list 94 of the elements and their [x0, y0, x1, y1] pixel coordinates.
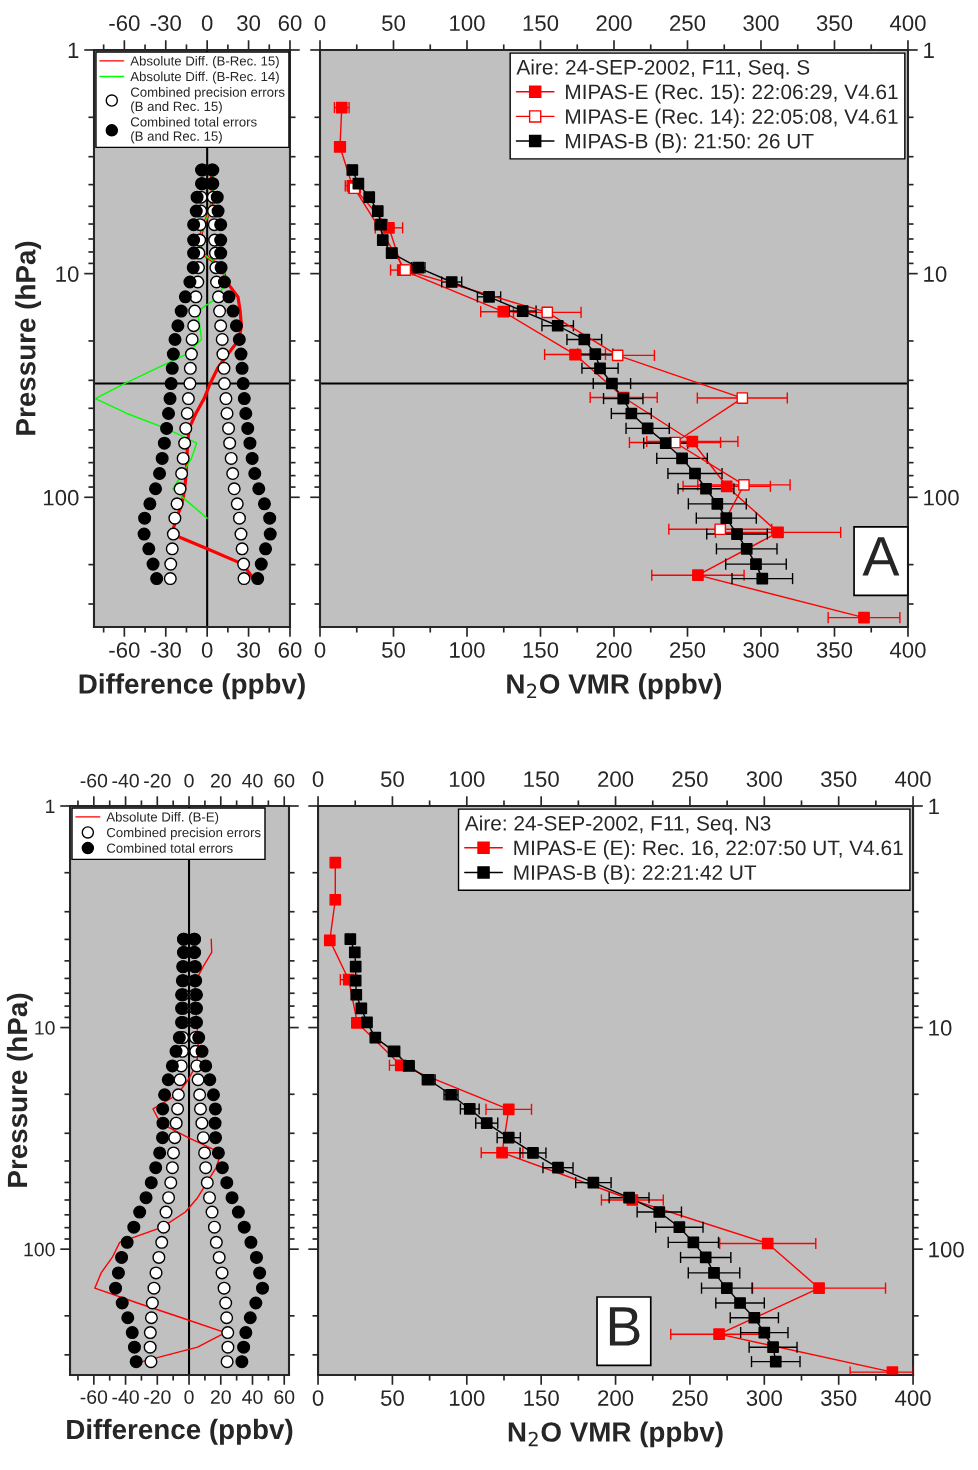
x-tick-label: 100 — [449, 1390, 485, 1406]
x-tick-label: 40 — [242, 1390, 263, 1404]
x2-tick-label: 350 — [816, 15, 853, 31]
x-tick-label: 20 — [210, 1390, 231, 1404]
y-tick-label: 1 — [46, 799, 55, 814]
annotation: A — [862, 537, 900, 576]
y-tick-label: 10 — [35, 1021, 55, 1035]
x2-tick-label: 60 — [274, 773, 295, 788]
y2-tick-label: 1 — [929, 798, 939, 815]
x2-tick-label: 400 — [895, 771, 931, 788]
x2-tick-label: -30 — [150, 15, 181, 31]
x-axis-title: Difference (ppbv) — [79, 673, 305, 700]
y-axis-title: Pressure (hPa) — [15, 241, 42, 435]
y-axis-title: Pressure (hPa) — [6, 993, 33, 1187]
y-tick-label: 1 — [68, 42, 79, 59]
x2-tick-label: 0 — [201, 15, 213, 31]
x-tick-label: 400 — [889, 642, 926, 658]
x-tick-label: 300 — [743, 642, 779, 658]
x2-tick-label: 30 — [237, 15, 261, 31]
x-tick-label: -60 — [80, 1390, 108, 1404]
x-tick-label: 0 — [312, 1390, 324, 1406]
x-tick-label: 60 — [278, 642, 302, 658]
legend-label: Combined precision errors — [106, 827, 261, 840]
x-tick-label: 60 — [274, 1390, 295, 1404]
x2-tick-label: 0 — [314, 15, 326, 31]
x2-tick-label: -60 — [80, 773, 108, 788]
legend-label: MIPAS-B (B): 21:50: 26 UT — [566, 133, 814, 153]
x-tick-label: -40 — [112, 1390, 139, 1404]
legend-label: MIPAS-E (Rec. 15): 22:06:29, V4.61 — [566, 83, 898, 104]
legend-label: MIPAS-E (Rec. 14): 22:05:08, V4.61 — [566, 108, 898, 129]
legend-label: Combined precision errors (B and Rec. 15) — [130, 87, 285, 114]
x-tick-label: 30 — [237, 642, 261, 658]
legend-label: Absolute Diff. (B-Rec. 15) — [130, 55, 279, 69]
legend-label: MIPAS-B (B): 22:21:42 UT — [514, 864, 757, 885]
y-tick-label: 100 — [24, 1242, 55, 1257]
y2-tick-label: 1 — [924, 42, 934, 59]
x2-tick-label: 200 — [596, 15, 632, 31]
x-axis-title: N$_{2}$O VMR (ppbv) — [507, 673, 722, 700]
x2-tick-label: 100 — [449, 771, 485, 788]
x-tick-label: 50 — [380, 1390, 404, 1406]
x-tick-label: 350 — [816, 642, 853, 658]
y2-tick-label: 10 — [929, 1020, 952, 1036]
legend-title: Aire: 24-SEP-2002, F11, Seq. N3 — [464, 815, 771, 835]
legend-label: Absolute Diff. (B-Rec. 14) — [130, 71, 279, 84]
x2-tick-label: 250 — [670, 15, 706, 31]
x-tick-label: 200 — [596, 642, 632, 658]
legend-label: MIPAS-E (E): Rec. 16, 22:07:50 UT, V4.61 — [514, 840, 903, 860]
x2-tick-label: -40 — [112, 773, 139, 788]
y-tick-label: 10 — [56, 266, 79, 282]
x-tick-label: 0 — [201, 642, 213, 658]
x2-tick-label: 150 — [524, 771, 559, 788]
y2-tick-label: 100 — [929, 1241, 964, 1258]
x2-tick-label: 60 — [278, 15, 302, 31]
x-tick-label: 100 — [450, 642, 485, 658]
x2-tick-label: 0 — [184, 773, 194, 788]
annotation: B — [609, 1307, 640, 1346]
x-tick-label: 400 — [895, 1390, 931, 1406]
x-tick-label: -60 — [109, 642, 140, 658]
y2-tick-label: 100 — [924, 489, 959, 506]
x-tick-label: -30 — [150, 642, 181, 658]
x2-tick-label: 400 — [889, 15, 926, 31]
x-tick-label: 0 — [184, 1390, 194, 1404]
legend-label: Absolute Diff. (B-E) — [106, 811, 219, 825]
x-tick-label: 250 — [670, 642, 706, 658]
x-tick-label: 150 — [524, 1390, 559, 1406]
x-tick-label: 150 — [523, 642, 559, 658]
x2-tick-label: -20 — [144, 773, 171, 788]
x2-tick-label: 300 — [743, 15, 779, 31]
x-axis-title: N$_{2}$O VMR (ppbv) — [508, 1421, 723, 1448]
x-tick-label: -20 — [144, 1390, 171, 1404]
x2-tick-label: 40 — [242, 773, 263, 788]
y-tick-label: 100 — [44, 489, 79, 506]
x2-tick-label: 50 — [382, 15, 405, 31]
x2-tick-label: 100 — [450, 15, 485, 31]
x-axis-title: Difference (ppbv) — [67, 1418, 293, 1445]
x2-tick-label: 200 — [598, 771, 634, 788]
x-tick-label: 0 — [314, 642, 326, 658]
x-tick-label: 300 — [746, 1390, 782, 1406]
x-tick-label: 200 — [598, 1390, 634, 1406]
x2-tick-label: 50 — [380, 771, 404, 788]
x-tick-label: 50 — [382, 642, 405, 658]
x-tick-label: 350 — [820, 1390, 857, 1406]
x2-tick-label: 150 — [523, 15, 559, 31]
x-tick-label: 250 — [672, 1390, 708, 1406]
legend-title: Aire: 24-SEP-2002, F11, Seq. S — [516, 59, 810, 79]
x2-tick-label: 0 — [312, 771, 324, 788]
legend-label: Combined total errors — [106, 843, 233, 853]
x2-tick-label: 250 — [672, 771, 708, 788]
y2-tick-label: 10 — [924, 266, 947, 282]
x2-tick-label: 20 — [210, 773, 231, 788]
x2-tick-label: 350 — [820, 771, 857, 788]
x2-tick-label: -60 — [109, 15, 140, 31]
x2-tick-label: 300 — [746, 771, 782, 788]
legend-label: Combined total errors (B and Rec. 15) — [130, 116, 257, 144]
